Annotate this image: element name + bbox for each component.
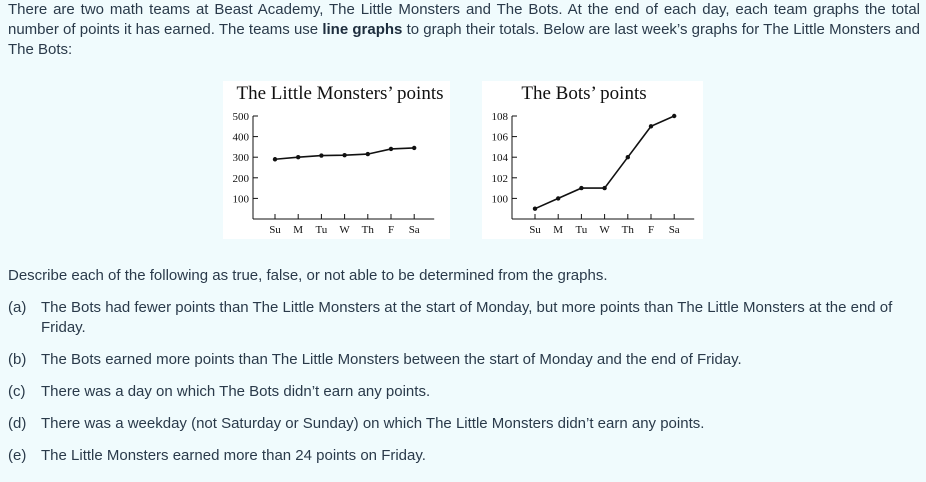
x-tick-label: Su [269, 224, 281, 236]
x-tick-label: M [293, 224, 303, 236]
data-point [532, 206, 538, 211]
data-point [556, 196, 561, 201]
statement-b: (b) The Bots earned more points than The… [8, 350, 920, 370]
data-point [272, 157, 278, 162]
data-point [648, 124, 654, 129]
chart-svg: The Bots’ points 100 102 104 106 108 Su M Tu W Th F… [492, 83, 695, 236]
statement-d: (d) There was a weekday (not Saturday or… [8, 414, 920, 434]
x-tick-label: Sa [669, 224, 680, 236]
y-tick-label: 102 [492, 173, 509, 185]
question-prompt: Describe each of the following as true, … [8, 267, 608, 284]
y-tick-label: 108 [492, 111, 509, 123]
statement-text: The Bots earned more points than The Lit… [41, 351, 742, 368]
y-tick-label: 400 [233, 132, 250, 144]
x-tick-label: Sa [409, 224, 420, 236]
statement-letter: (a) [8, 299, 27, 316]
data-point [625, 155, 630, 160]
y-tick-label: 500 [233, 111, 250, 123]
y-tick-label: 200 [233, 173, 250, 185]
chart-title: The Bots’ points [521, 83, 646, 104]
data-point [296, 155, 301, 160]
chart-little-monsters: The Little Monsters’ points 100 200 300 400 5… [223, 81, 450, 239]
data-point [319, 153, 324, 158]
data-point [412, 145, 417, 151]
intro-text-2: to graph their totals. Below are last we… [8, 21, 920, 58]
y-tick-label: 300 [233, 152, 250, 164]
y-tick-label: 104 [492, 152, 509, 164]
x-tick-label: W [599, 224, 610, 236]
statement-text: The Little Monsters earned more than 24 … [41, 447, 426, 464]
intro-text-1: There are two math teams at Beast Academ… [8, 1, 920, 38]
series-line [534, 115, 675, 210]
intro-paragraph: There are two math teams at Beast Academ… [8, 0, 920, 60]
x-tick-label: Su [529, 224, 541, 236]
data-point [672, 113, 677, 119]
y-tick-label: 100 [233, 193, 250, 205]
data-point [602, 185, 607, 191]
y-tick-label: 100 [492, 193, 509, 205]
x-tick-label: Th [362, 224, 375, 236]
statement-letter: (e) [8, 447, 27, 464]
chart-bots: The Bots’ points 100 102 104 106 108 Su M Tu W Th F… [482, 81, 703, 239]
intro-bold-term: line graphs [322, 21, 403, 38]
chart-svg: The Little Monsters’ points 100 200 300 400 5… [233, 83, 444, 236]
data-point [365, 151, 370, 157]
statement-text: The Bots had fewer points than The Littl… [41, 299, 893, 336]
data-point [342, 152, 347, 158]
x-tick-label: F [648, 224, 654, 236]
x-tick-label: M [553, 224, 563, 236]
statement-text: There was a day on which The Bots didn’t… [41, 383, 431, 400]
statement-letter: (b) [8, 351, 27, 368]
y-tick-label: 106 [492, 132, 509, 144]
statement-a: (a) The Bots had fewer points than The L… [8, 298, 920, 338]
x-tick-label: F [388, 224, 394, 236]
statement-letter: (d) [8, 415, 27, 432]
statement-letter: (c) [8, 383, 26, 400]
x-tick-label: Th [622, 224, 635, 236]
statement-c: (c) There was a day on which The Bots di… [8, 382, 920, 402]
chart-title: The Little Monsters’ points [236, 83, 443, 104]
data-point [388, 146, 394, 152]
x-tick-label: Tu [575, 224, 587, 236]
data-point [579, 185, 584, 191]
x-tick-label: W [339, 224, 350, 236]
statement-e: (e) The Little Monsters earned more than… [8, 446, 920, 466]
statement-text: There was a weekday (not Saturday or Sun… [41, 415, 705, 432]
x-tick-label: Tu [315, 224, 327, 236]
